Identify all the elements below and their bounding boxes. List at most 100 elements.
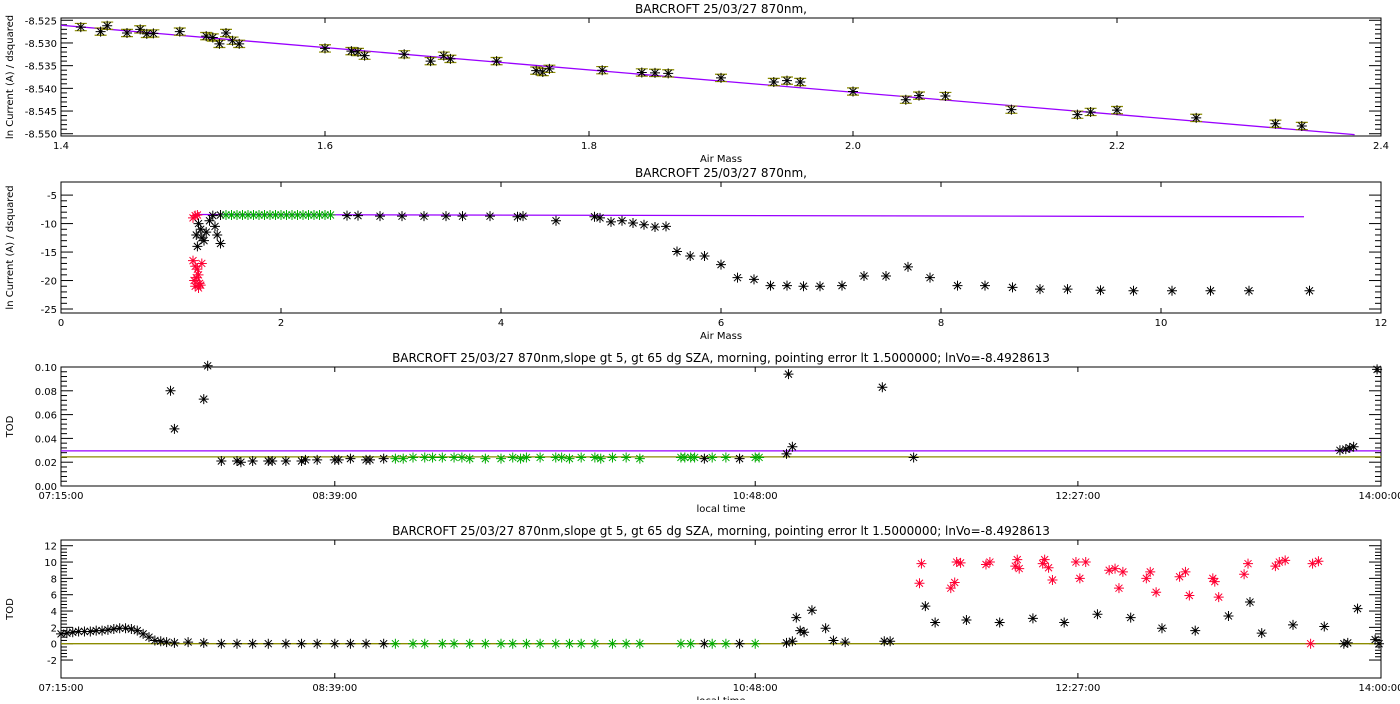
data-point-measurements (141, 28, 152, 39)
data-point-other (485, 211, 495, 222)
data-point-other (193, 218, 204, 229)
data-point-other (1352, 603, 1363, 614)
data-point-other (1344, 442, 1355, 453)
data-point-other (840, 637, 851, 648)
data-point-rejected (192, 264, 203, 275)
data-point-other (859, 270, 869, 281)
data-point-rejected (1207, 573, 1218, 584)
data-point-other (215, 238, 226, 249)
data-point-rejected (189, 275, 200, 286)
data-point-other (749, 274, 759, 285)
data-point-measurements (914, 90, 924, 101)
x-tick-label: 1.4 (53, 141, 69, 152)
data-point-other (1062, 284, 1073, 295)
data-point-other (263, 638, 274, 649)
data-point-selected (515, 453, 526, 464)
data-point-other (345, 638, 356, 649)
data-point-other (144, 632, 154, 643)
x-tick-label: 08:39:00 (312, 491, 357, 502)
data-point-other (661, 221, 671, 232)
data-point-other (617, 215, 627, 226)
y-tick-label: 0.10 (35, 363, 57, 374)
x-tick-label: 1.6 (317, 141, 333, 152)
data-point-selected (221, 210, 231, 221)
data-point-other (1288, 619, 1298, 630)
data-point-other (232, 638, 242, 649)
data-point-measurements (716, 72, 726, 83)
data-point-other (191, 229, 202, 240)
data-point-other (280, 638, 291, 649)
y-tick-label: 0 (51, 640, 57, 651)
data-point-selected (750, 638, 761, 649)
data-point-measurements (148, 28, 159, 39)
data-point-selected (464, 453, 475, 464)
data-point-other (364, 454, 375, 465)
data-point-selected (589, 452, 600, 463)
data-point-other (881, 270, 891, 281)
data-point-other (108, 624, 119, 635)
data-point-measurements (782, 75, 792, 86)
data-point-measurements (940, 91, 951, 102)
data-point-selected (720, 452, 731, 463)
plot-frame (60, 539, 1382, 679)
data-point-other (787, 441, 798, 452)
data-point-other (1340, 444, 1351, 455)
data-point-other (1348, 441, 1359, 452)
data-point-other (734, 453, 745, 464)
data-point-selected (449, 452, 460, 463)
y-axis-label: ln Current (A) / dsquared (5, 185, 16, 309)
data-point-selected (243, 210, 253, 221)
data-point-other (375, 211, 385, 222)
data-point-measurements (663, 68, 674, 79)
data-point-other (980, 280, 990, 291)
y-tick-label: 0.02 (35, 458, 57, 469)
data-point-other (165, 385, 176, 396)
data-point-other (781, 637, 792, 648)
data-point-other (765, 280, 776, 291)
data-point-other (73, 626, 84, 637)
data-point-rejected (190, 281, 201, 292)
data-point-rejected (1080, 557, 1091, 568)
data-point-rejected (945, 583, 956, 594)
y-tick-label: 0.08 (35, 387, 57, 398)
data-point-measurements (544, 63, 555, 74)
x-tick-label: 14:00:00 (1359, 491, 1400, 502)
data-point-other (837, 280, 847, 291)
data-point-measurements (102, 20, 113, 31)
data-point-other (1244, 597, 1255, 608)
data-point-other (732, 272, 743, 283)
data-point-other (169, 423, 180, 434)
data-point-other (1059, 617, 1070, 628)
data-point-other (1304, 285, 1315, 296)
data-point-other (195, 224, 206, 235)
x-tick-label: 12 (1375, 318, 1388, 329)
y-tick-label: -5 (47, 191, 57, 202)
data-point-rejected (1141, 573, 1152, 584)
data-point-selected (320, 210, 330, 221)
plot-area (61, 360, 1383, 468)
data-point-measurements (214, 38, 225, 49)
data-point-other (97, 625, 108, 636)
data-point-measurements (900, 94, 911, 105)
data-point-measurements (75, 22, 86, 33)
chart-title: BARCROFT 25/03/27 870nm,slope gt 5, gt 6… (392, 351, 1050, 365)
data-point-other (795, 625, 806, 636)
data-point-measurements (795, 76, 806, 87)
data-point-rejected (1117, 566, 1128, 577)
data-point-measurements (221, 27, 231, 38)
data-point-selected (419, 638, 430, 649)
data-point-measurements (122, 27, 132, 38)
data-point-rejected (980, 559, 991, 570)
data-point-other (267, 456, 278, 467)
y-tick-label: 4 (51, 607, 57, 618)
data-point-selected (675, 638, 686, 649)
data-point-other (791, 612, 802, 623)
data-point-rejected (1270, 561, 1281, 572)
data-point-measurements (207, 32, 218, 43)
data-point-other (518, 211, 528, 222)
data-point-rejected (1043, 562, 1054, 573)
data-point-measurements (445, 53, 456, 64)
data-point-other (650, 221, 660, 232)
data-point-other (441, 211, 451, 222)
